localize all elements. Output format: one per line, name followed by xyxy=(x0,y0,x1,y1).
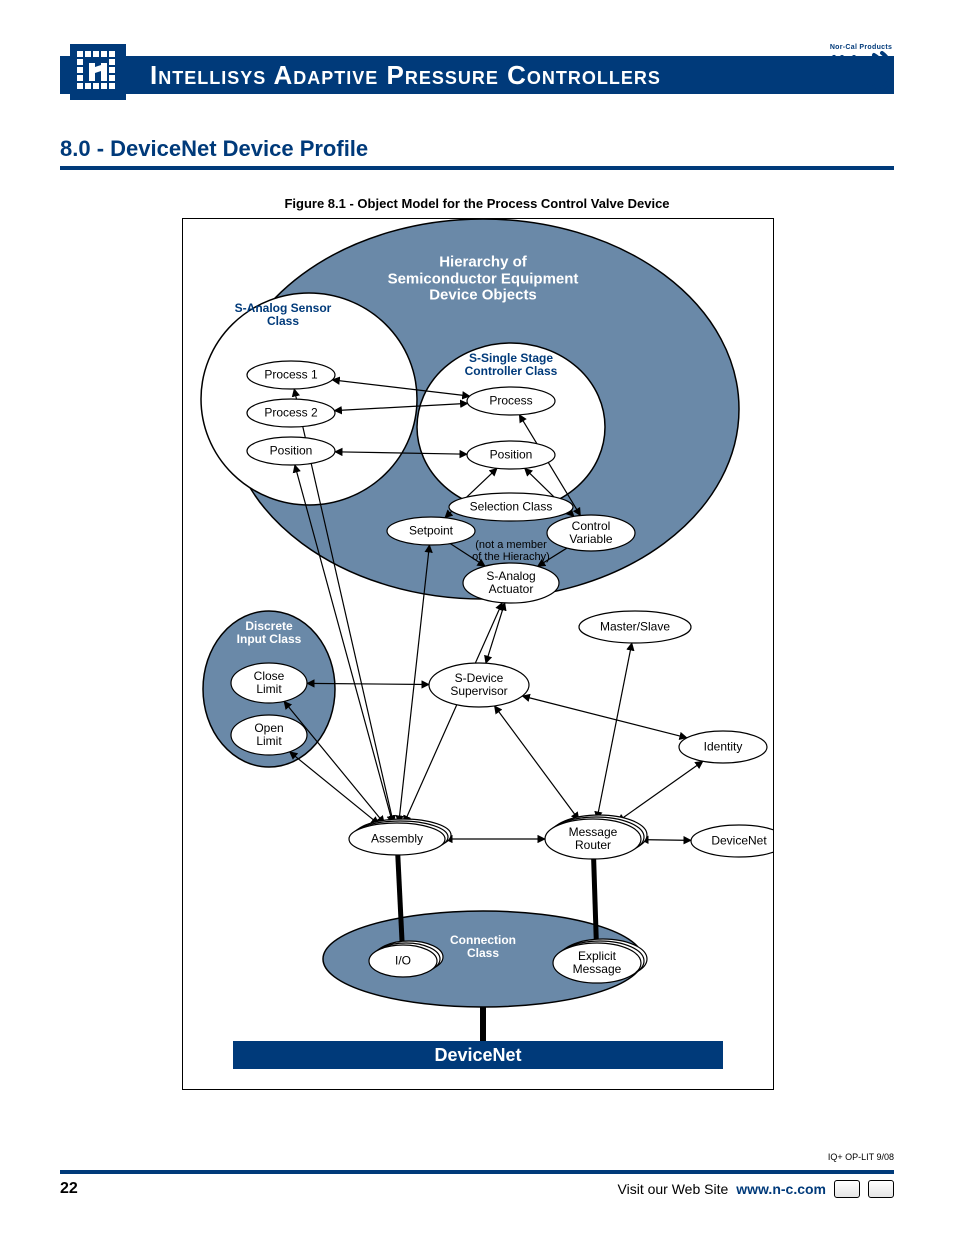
figure-caption: Figure 8.1 - Object Model for the Proces… xyxy=(0,196,954,211)
footer-url: www.n-c.com xyxy=(736,1181,826,1197)
devicenet-bar: DeviceNet xyxy=(233,1041,723,1069)
footer: 22 Visit our Web Site www.n-c.com xyxy=(60,1180,894,1198)
header-logo-icon xyxy=(70,44,126,100)
footer-rule xyxy=(60,1170,894,1174)
figure-diagram: Hierarchy ofSemiconductor EquipmentDevic… xyxy=(182,218,774,1090)
card-icon xyxy=(868,1180,894,1198)
devicenet-bar-label: DeviceNet xyxy=(434,1045,521,1066)
header-title: Intellisys Adaptive Pressure Controllers xyxy=(150,60,661,91)
brand-mark-icon: Nor-Cal Products xyxy=(828,44,894,94)
page-number: 22 xyxy=(60,1180,78,1198)
section-title: 8.0 - DeviceNet Device Profile xyxy=(60,136,894,162)
brand-small-text: Nor-Cal Products xyxy=(828,44,894,51)
doc-ref: IQ+ OP-LIT 9/08 xyxy=(828,1152,894,1162)
section-rule xyxy=(60,166,894,170)
diagram-svg xyxy=(183,219,773,1089)
header-bar: Intellisys Adaptive Pressure Controllers xyxy=(60,56,894,94)
footer-visit-text: Visit our Web Site xyxy=(618,1181,729,1197)
card-icon xyxy=(834,1180,860,1198)
section-title-block: 8.0 - DeviceNet Device Profile xyxy=(60,136,894,170)
